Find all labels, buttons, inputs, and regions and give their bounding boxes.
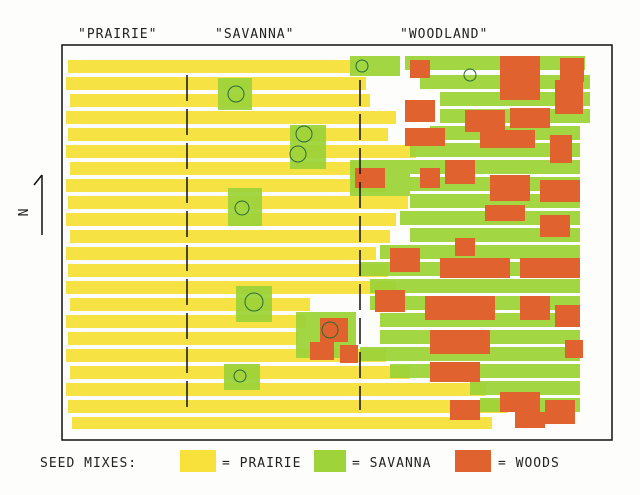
woods-blocks <box>310 56 584 428</box>
site-boundary <box>61 44 613 441</box>
legend-title: SEED MIXES: <box>40 456 137 471</box>
legend-swatch <box>314 450 346 472</box>
legend-swatch <box>455 450 491 472</box>
zone-label: "SAVANNA" <box>215 27 294 42</box>
legend-swatch <box>180 450 216 472</box>
legend-item: = SAVANNA <box>352 456 431 471</box>
north-arrow <box>33 174 43 186</box>
zone-label: "PRAIRIE" <box>78 27 157 42</box>
zone-label: "WOODLAND" <box>400 27 488 42</box>
legend-item: = WOODS <box>498 456 560 471</box>
zone-dividers <box>186 75 361 410</box>
legend-item: = PRAIRIE <box>222 456 301 471</box>
tree-marks <box>227 59 477 383</box>
north-label: N <box>17 208 32 217</box>
